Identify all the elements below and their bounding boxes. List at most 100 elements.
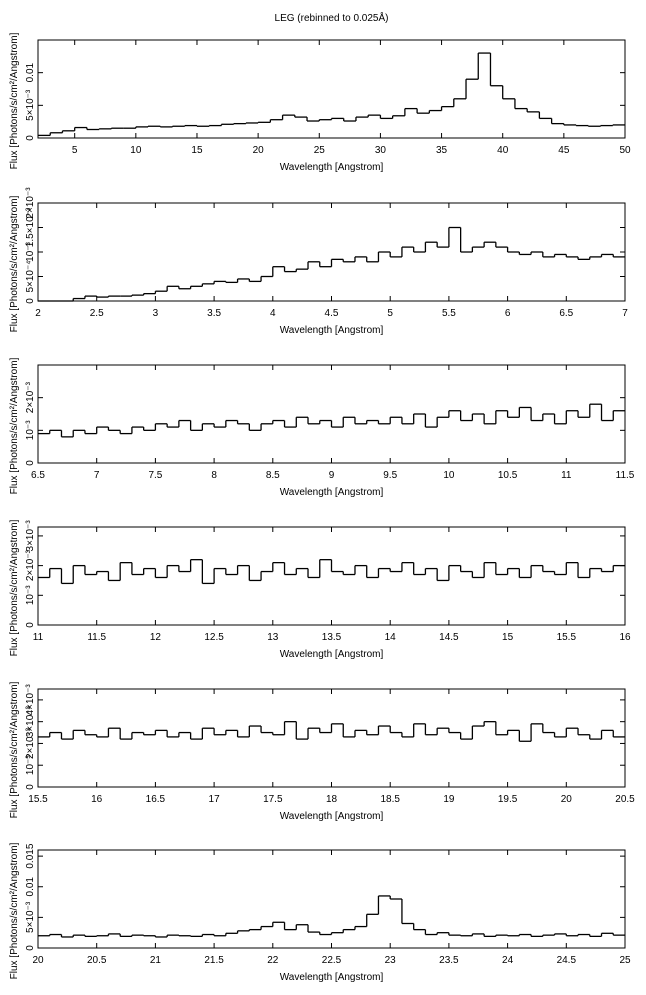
x-tick-label: 23 (385, 955, 397, 966)
x-tick-label: 7.5 (148, 470, 162, 481)
x-tick-label: 11.5 (616, 470, 635, 481)
y-tick-label: 0 (25, 784, 36, 790)
x-tick-label: 6 (505, 308, 511, 319)
y-axis-title: Flux [Photons/s/cm²/Angstrom] (9, 357, 20, 494)
y-tick-label: 2×10⁻³ (25, 549, 36, 581)
y-tick-label: 2×10⁻³ (25, 727, 36, 759)
x-tick-label: 13.5 (322, 632, 342, 643)
y-axis-title: Flux [Photons/s/cm²/Angstrom] (9, 32, 20, 169)
x-axis-title: Wavelength [Angstrom] (280, 811, 384, 822)
plot-frame (37, 688, 626, 788)
y-tick-label: 0.01 (25, 877, 36, 897)
y-tick-label: 3×10⁻³ (25, 705, 36, 737)
y-tick-label: 2×10⁻³ (25, 381, 36, 413)
x-tick-label: 11 (561, 470, 572, 481)
x-tick-label: 12.5 (204, 632, 224, 643)
x-tick-label: 2.5 (90, 308, 104, 319)
y-tick-label: 0 (25, 298, 36, 304)
y-tick-label: 10⁻³ (25, 585, 36, 605)
x-tick-label: 20.5 (615, 794, 635, 805)
x-tick-label: 25 (314, 145, 326, 156)
y-axis-title: Flux [Photons/s/cm²/Angstrom] (9, 519, 20, 656)
x-tick-label: 5 (72, 145, 78, 156)
y-axis-title: Flux [Photons/s/cm²/Angstrom] (9, 842, 20, 979)
panel: 11 11.5 12 12.5 13 13.5 14 14.5 15 15.5 16 0 10⁻³ 2×1… (9, 519, 631, 660)
x-axis-title: Wavelength [Angstrom] (280, 487, 384, 498)
x-tick-label: 15.5 (557, 632, 577, 643)
x-tick-label: 9.5 (383, 470, 397, 481)
x-tick-label: 17 (209, 794, 221, 805)
x-tick-label: 15 (191, 145, 203, 156)
x-tick-label: 16 (619, 632, 631, 643)
x-axis-title: Wavelength [Angstrom] (280, 972, 384, 983)
y-tick-label: 10⁻³ (25, 755, 36, 775)
x-tick-label: 6.5 (31, 470, 45, 481)
x-tick-label: 15.5 (28, 794, 48, 805)
x-tick-label: 20 (32, 955, 44, 966)
x-tick-label: 50 (619, 145, 631, 156)
x-tick-label: 19 (443, 794, 455, 805)
x-tick-label: 7 (94, 470, 100, 481)
panel: 2 2.5 3 3.5 4 4.5 5 5.5 6 6.5 7 0 5×10⁻⁴10⁻³1.5×10⁻³… (9, 187, 628, 336)
x-tick-label: 24 (502, 955, 514, 966)
x-tick-label: 20.5 (87, 955, 107, 966)
x-tick-label: 25 (619, 955, 631, 966)
x-tick-label: 20 (561, 794, 573, 805)
y-tick-label: 4×10⁻³ (25, 684, 36, 716)
x-axis-title: Wavelength [Angstrom] (280, 649, 384, 660)
panel: 6.5 7 7.5 8 8.5 9 9.5 10 10.5 11 11.5 0 10⁻³ 2×10⁻³ Wa… (9, 357, 635, 498)
x-tick-label: 30 (375, 145, 387, 156)
plot-frame (37, 364, 626, 464)
x-tick-label: 9 (329, 470, 335, 481)
y-tick-label: 10⁻³ (25, 241, 36, 261)
plot-frame (37, 39, 626, 139)
x-tick-label: 4 (270, 308, 276, 319)
x-tick-label: 6.5 (559, 308, 573, 319)
y-axis-title: Flux [Photons/s/cm²/Angstrom] (9, 681, 20, 818)
plot-frame (37, 202, 626, 302)
y-tick-label: 3×10⁻³ (25, 520, 36, 552)
x-tick-label: 16 (91, 794, 103, 805)
y-tick-label: 0.01 (25, 62, 36, 82)
x-tick-label: 19.5 (498, 794, 518, 805)
x-tick-label: 15 (502, 632, 514, 643)
x-tick-label: 16.5 (146, 794, 166, 805)
x-tick-label: 10.5 (498, 470, 518, 481)
y-tick-label: 10⁻³ (25, 420, 36, 440)
x-tick-label: 21 (150, 955, 162, 966)
y-tick-label: 0.015 (25, 843, 36, 868)
y-tick-label: 5×10⁻³ (25, 901, 36, 933)
x-tick-label: 11 (33, 632, 44, 643)
y-tick-label: 2×10⁻³ (25, 187, 36, 219)
x-tick-label: 23.5 (439, 955, 459, 966)
x-tick-label: 45 (558, 145, 570, 156)
x-tick-label: 35 (436, 145, 448, 156)
x-tick-label: 18 (326, 794, 338, 805)
y-tick-label: 0 (25, 460, 36, 466)
panel: 20 20.5 21 21.5 22 22.5 23 23.5 24 24.5 25 0 5×10⁻³ 0… (9, 842, 631, 983)
y-tick-label: 0 (25, 945, 36, 951)
y-tick-label: 1.5×10⁻³ (25, 207, 36, 247)
x-tick-label: 14.5 (439, 632, 459, 643)
y-tick-label: 0 (25, 135, 36, 141)
x-tick-label: 5 (387, 308, 393, 319)
x-tick-label: 40 (497, 145, 509, 156)
plot-frame (37, 849, 626, 949)
y-axis-title: Flux [Photons/s/cm²/Angstrom] (9, 195, 20, 332)
plot-frame (37, 526, 626, 626)
x-tick-label: 10 (443, 470, 455, 481)
y-tick-label: 5×10⁻⁴ (25, 260, 36, 292)
y-tick-label: 5×10⁻³ (25, 89, 36, 121)
x-tick-label: 2 (35, 308, 41, 319)
x-tick-label: 20 (253, 145, 265, 156)
x-tick-label: 17.5 (263, 794, 283, 805)
x-tick-label: 8 (211, 470, 217, 481)
x-tick-label: 18.5 (380, 794, 400, 805)
x-tick-label: 3 (153, 308, 159, 319)
x-tick-label: 8.5 (266, 470, 280, 481)
panel: 15.5 16 16.5 17 17.5 18 18.5 19 19.5 20 20.5 0 10⁻³2… (9, 681, 635, 822)
x-tick-label: 4.5 (325, 308, 339, 319)
panel: LEG (rebinned to 0.025Å) 5 10 15 20 25 30 35 40 4… (9, 11, 631, 173)
x-axis-title: Wavelength [Angstrom] (280, 325, 384, 336)
